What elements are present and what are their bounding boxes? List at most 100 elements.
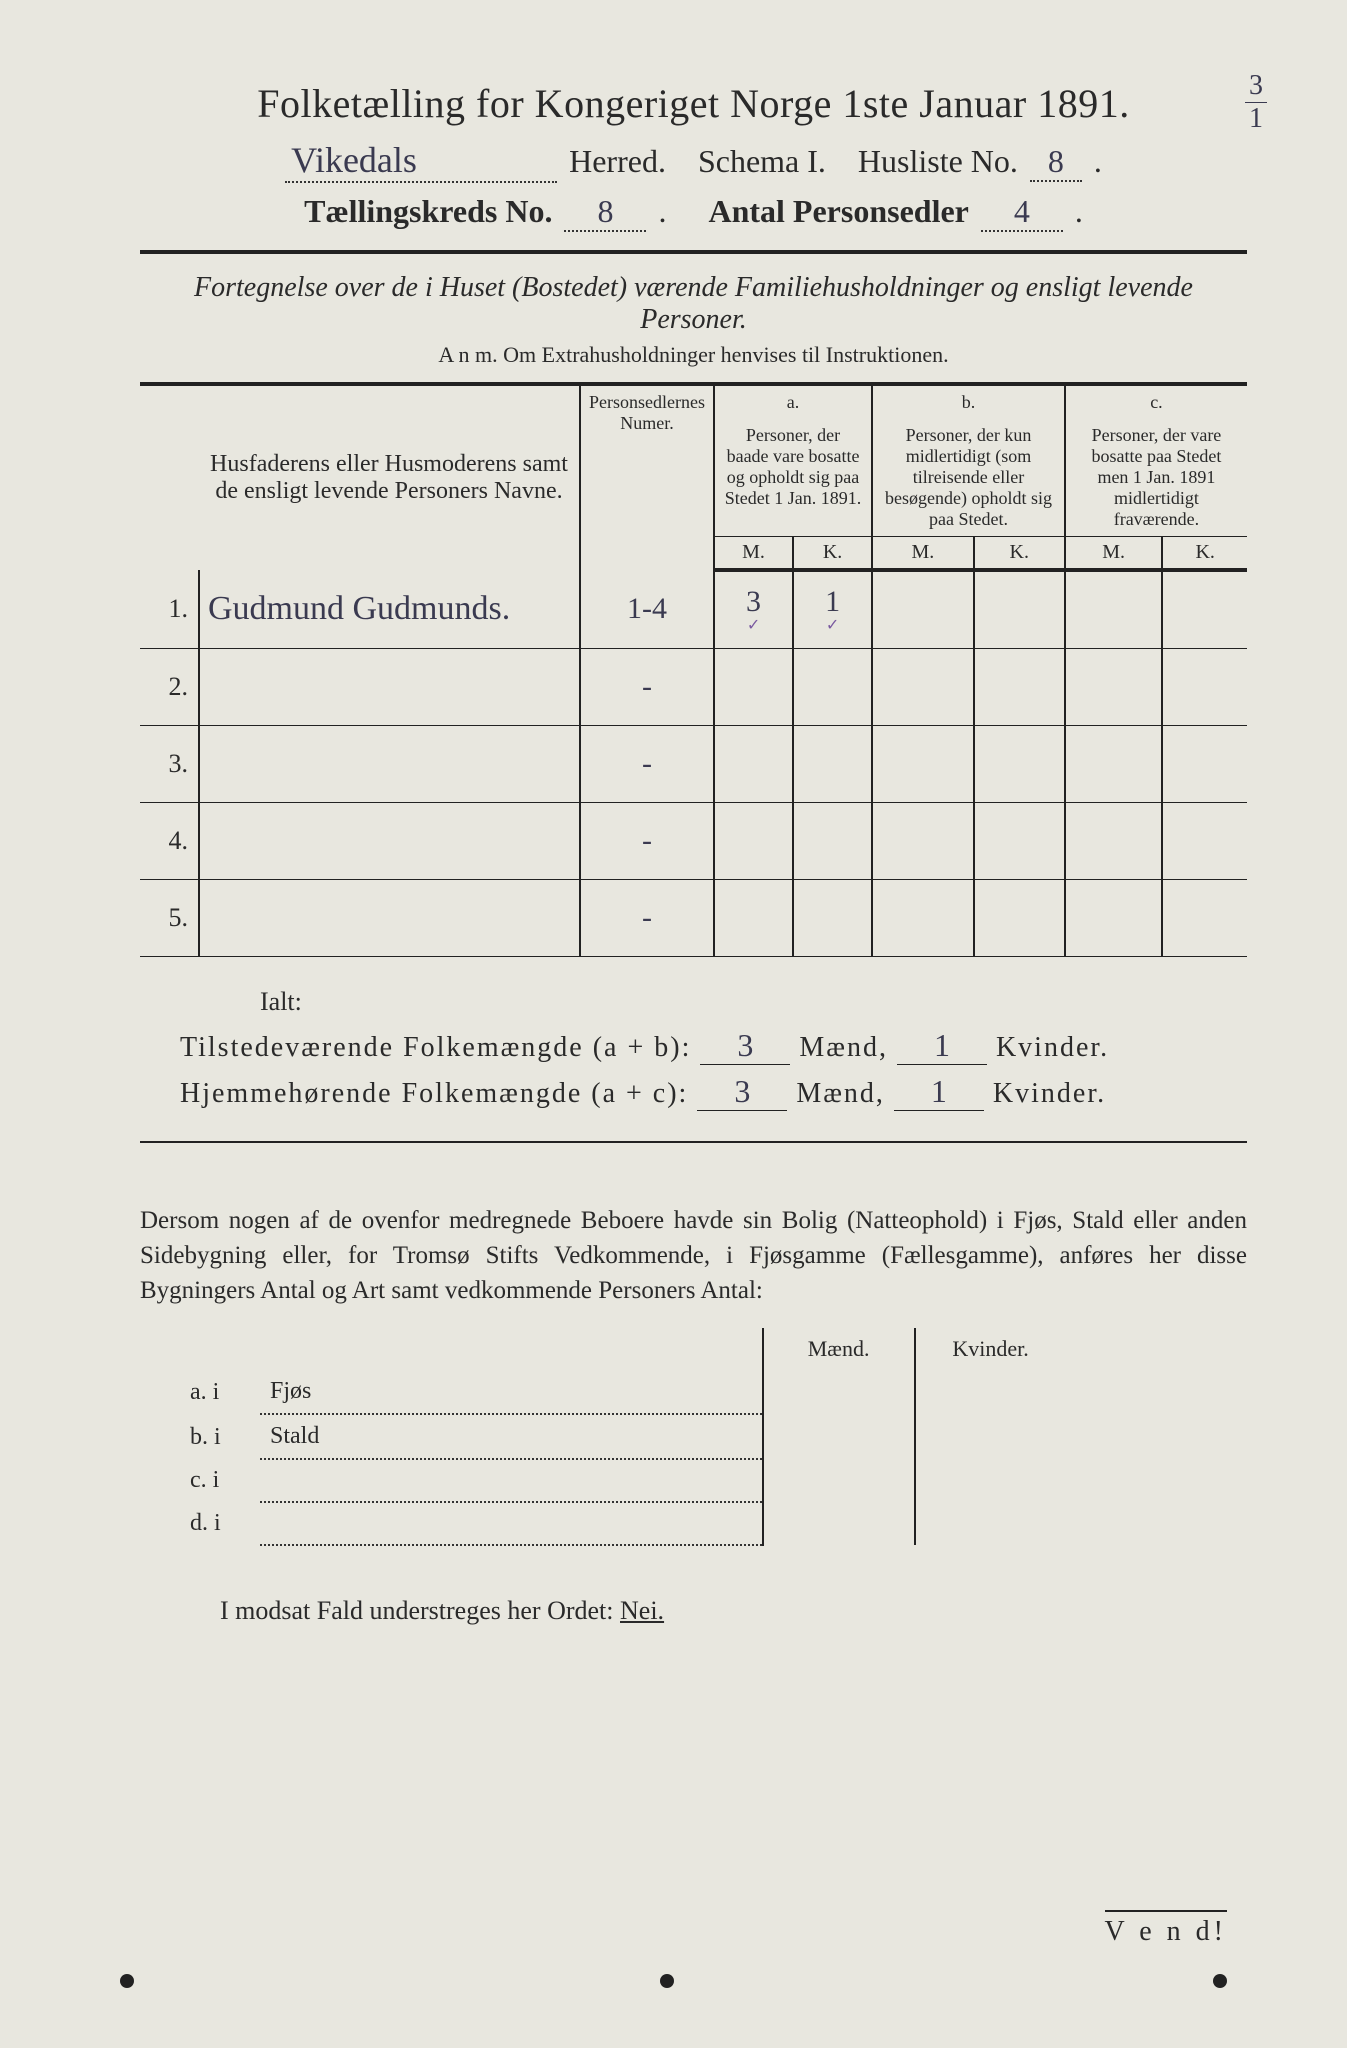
row-cM: [1065, 649, 1162, 726]
ialt-label: Ialt:: [260, 987, 1247, 1017]
a-m: M.: [714, 537, 793, 571]
col-c-text: Personer, der vare bosatte paa Stedet me…: [1065, 419, 1247, 537]
row-num: 1.: [140, 570, 199, 649]
lower-m: [763, 1459, 915, 1502]
lower-row: b. i Stald: [180, 1414, 1066, 1459]
herred-label: Herred.: [569, 143, 666, 180]
row-bM: [872, 726, 974, 803]
row-aK: [793, 880, 872, 957]
lower-txt: [260, 1459, 763, 1502]
lower-m: [763, 1370, 915, 1414]
sedler-value: 4: [981, 193, 1063, 232]
lower-m: [763, 1502, 915, 1545]
row-bK: [974, 570, 1065, 649]
sum2-k: 1: [894, 1073, 984, 1111]
b-m: M.: [872, 537, 974, 571]
col-c-label: c.: [1065, 384, 1247, 419]
row-bM: [872, 570, 974, 649]
sedler-label: Antal Personsedler: [708, 193, 968, 230]
c-k: K.: [1162, 537, 1247, 571]
lower-lab: b. i: [180, 1414, 260, 1459]
lower-k: [915, 1414, 1066, 1459]
sum1-m-label: Mænd,: [799, 1032, 888, 1063]
c-m: M.: [1065, 537, 1162, 571]
row-aK: [793, 803, 872, 880]
husliste-dot: .: [1094, 143, 1102, 180]
lower-row: c. i: [180, 1459, 1066, 1502]
kreds-dot: .: [658, 193, 666, 230]
row-aM: 3✓: [714, 570, 793, 649]
hole-mark-icon: [1213, 1974, 1227, 1988]
row-cK: [1162, 803, 1247, 880]
lower-row: a. i Fjøs: [180, 1370, 1066, 1414]
table-row: 5. -: [140, 880, 1247, 957]
row-num: 4.: [140, 803, 199, 880]
row-bK: [974, 726, 1065, 803]
col-b-label: b.: [872, 384, 1065, 419]
lower-row: d. i: [180, 1502, 1066, 1545]
row-aM: [714, 803, 793, 880]
kreds-value: 8: [564, 193, 646, 232]
header-line-2: Tællingskreds No. 8 . Antal Personsedler…: [140, 193, 1247, 232]
col-b-text: Personer, der kun midlertidigt (som tilr…: [872, 419, 1065, 537]
corner-numerator: 3: [1245, 70, 1267, 103]
corner-fraction: 3 1: [1245, 70, 1267, 135]
row-cK: [1162, 726, 1247, 803]
row-numer: -: [580, 803, 714, 880]
row-bK: [974, 649, 1065, 726]
sum2-m: 3: [697, 1073, 787, 1111]
row-bK: [974, 803, 1065, 880]
lower-m: [763, 1414, 915, 1459]
husliste-label: Husliste No.: [858, 143, 1018, 180]
anm-note: A n m. Om Extrahusholdninger henvises ti…: [140, 342, 1247, 368]
sum1-m: 3: [700, 1027, 790, 1065]
row-bK: [974, 880, 1065, 957]
row-cM: [1065, 726, 1162, 803]
hole-mark-icon: [120, 1974, 134, 1988]
lower-txt: Stald: [260, 1414, 763, 1459]
row-num: 5.: [140, 880, 199, 957]
table-row: 4. -: [140, 803, 1247, 880]
divider-1: [140, 250, 1247, 254]
row-numer: 1-4: [580, 570, 714, 649]
sedler-dot: .: [1075, 193, 1083, 230]
row-name: [199, 803, 580, 880]
lower-lab: a. i: [180, 1370, 260, 1414]
row-name: [199, 649, 580, 726]
row-bM: [872, 649, 974, 726]
sum-present: Tilstedeværende Folkemængde (a + b): 3 M…: [180, 1027, 1247, 1065]
a-k: K.: [793, 537, 872, 571]
lower-txt: Fjøs: [260, 1370, 763, 1414]
lower-k: [915, 1502, 1066, 1545]
row-bM: [872, 803, 974, 880]
row-aM: [714, 880, 793, 957]
row-cM: [1065, 570, 1162, 649]
subtitle: Fortegnelse over de i Huset (Bostedet) v…: [140, 272, 1247, 336]
husliste-value: 8: [1030, 143, 1082, 182]
sum1-k: 1: [897, 1027, 987, 1065]
vend-label: V e n d!: [1105, 1910, 1227, 1948]
row-aM: [714, 649, 793, 726]
row-cK: [1162, 570, 1247, 649]
col-a-label: a.: [714, 384, 872, 419]
sum2-k-label: Kvinder.: [993, 1078, 1106, 1109]
row-aM: [714, 726, 793, 803]
row-numer: -: [580, 726, 714, 803]
row-cK: [1162, 649, 1247, 726]
row-aK: [793, 649, 872, 726]
header-line-1: Vikedals Herred. Schema I. Husliste No. …: [140, 139, 1247, 183]
sum1-label: Tilstedeværende Folkemængde (a + b):: [180, 1032, 691, 1063]
lower-table: Mænd. Kvinder. a. i Fjøs b. i Stald c. i…: [180, 1328, 1066, 1546]
sum2-m-label: Mænd,: [796, 1078, 885, 1109]
main-table: Husfaderens eller Husmoderens samt de en…: [140, 382, 1247, 957]
table-row: 1. Gudmund Gudmunds. 1-4 3✓ 1✓: [140, 570, 1247, 649]
divider-2: [140, 1141, 1247, 1143]
row-bM: [872, 880, 974, 957]
row-cM: [1065, 880, 1162, 957]
lower-k: [915, 1459, 1066, 1502]
nei-line: I modsat Fald understreges her Ordet: Ne…: [220, 1596, 1247, 1626]
row-name: [199, 726, 580, 803]
nei-pre: I modsat Fald understreges her Ordet:: [220, 1596, 620, 1625]
table-row: 2. -: [140, 649, 1247, 726]
row-num: 3.: [140, 726, 199, 803]
